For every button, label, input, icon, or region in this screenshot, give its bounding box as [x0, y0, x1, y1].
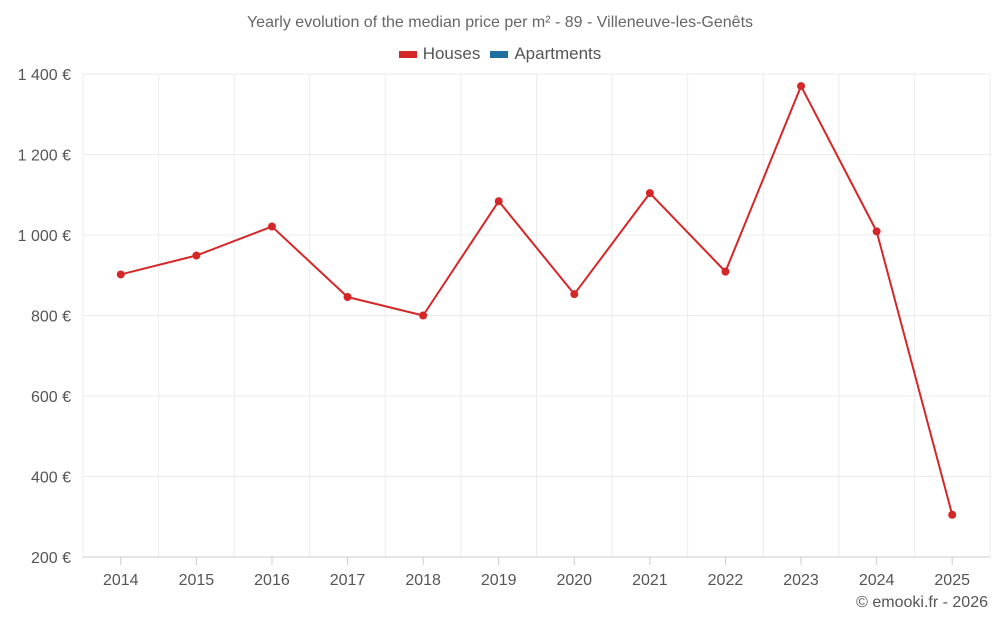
- x-tick-label: 2014: [103, 572, 139, 589]
- y-tick-label: 800 €: [31, 309, 71, 326]
- x-tick-label: 2017: [330, 572, 366, 589]
- y-tick-label: 1 400 €: [18, 67, 71, 84]
- legend-item-houses[interactable]: Houses: [398, 44, 481, 64]
- legend-label-houses: Houses: [422, 44, 481, 63]
- y-tick-label: 1 200 €: [18, 148, 71, 165]
- y-tick-label: 1 000 €: [18, 228, 71, 245]
- data-point-houses: [494, 197, 503, 206]
- legend-item-apartments[interactable]: Apartments: [490, 44, 601, 64]
- series-line-houses: [120, 85, 954, 515]
- x-tick-label: 2022: [708, 572, 744, 589]
- x-tick-label: 2023: [783, 572, 819, 589]
- data-point-houses: [267, 222, 276, 231]
- x-tick-label: 2020: [556, 572, 592, 589]
- data-point-houses: [872, 227, 881, 236]
- x-tick-label: 2015: [179, 572, 215, 589]
- x-tick-label: 2016: [254, 572, 290, 589]
- data-point-houses: [419, 311, 428, 320]
- data-point-houses: [116, 270, 125, 279]
- x-tick-label: 2021: [632, 572, 668, 589]
- chart-title: Yearly evolution of the median price per…: [246, 14, 754, 31]
- legend-label-apartments: Apartments: [514, 44, 602, 63]
- data-point-houses: [192, 251, 201, 260]
- x-tick-label: 2025: [934, 572, 970, 589]
- legend-swatch-apartments: [490, 50, 509, 58]
- data-point-houses: [948, 510, 957, 519]
- x-tick-label: 2024: [859, 572, 895, 589]
- data-point-houses: [645, 189, 654, 198]
- x-tick-label: 2019: [481, 572, 517, 589]
- y-tick-label: 400 €: [31, 470, 71, 487]
- data-point-houses: [721, 267, 730, 276]
- data-point-houses: [797, 82, 806, 91]
- legend-swatch-houses: [398, 50, 417, 58]
- x-tick-label: 2018: [405, 572, 441, 589]
- data-point-houses: [343, 292, 352, 301]
- data-point-houses: [570, 290, 579, 299]
- credit-text: © emooki.fr - 2026: [856, 594, 988, 611]
- y-tick-label: 200 €: [31, 550, 71, 567]
- y-tick-label: 600 €: [31, 389, 71, 406]
- legend: Houses Apartments: [0, 44, 1000, 64]
